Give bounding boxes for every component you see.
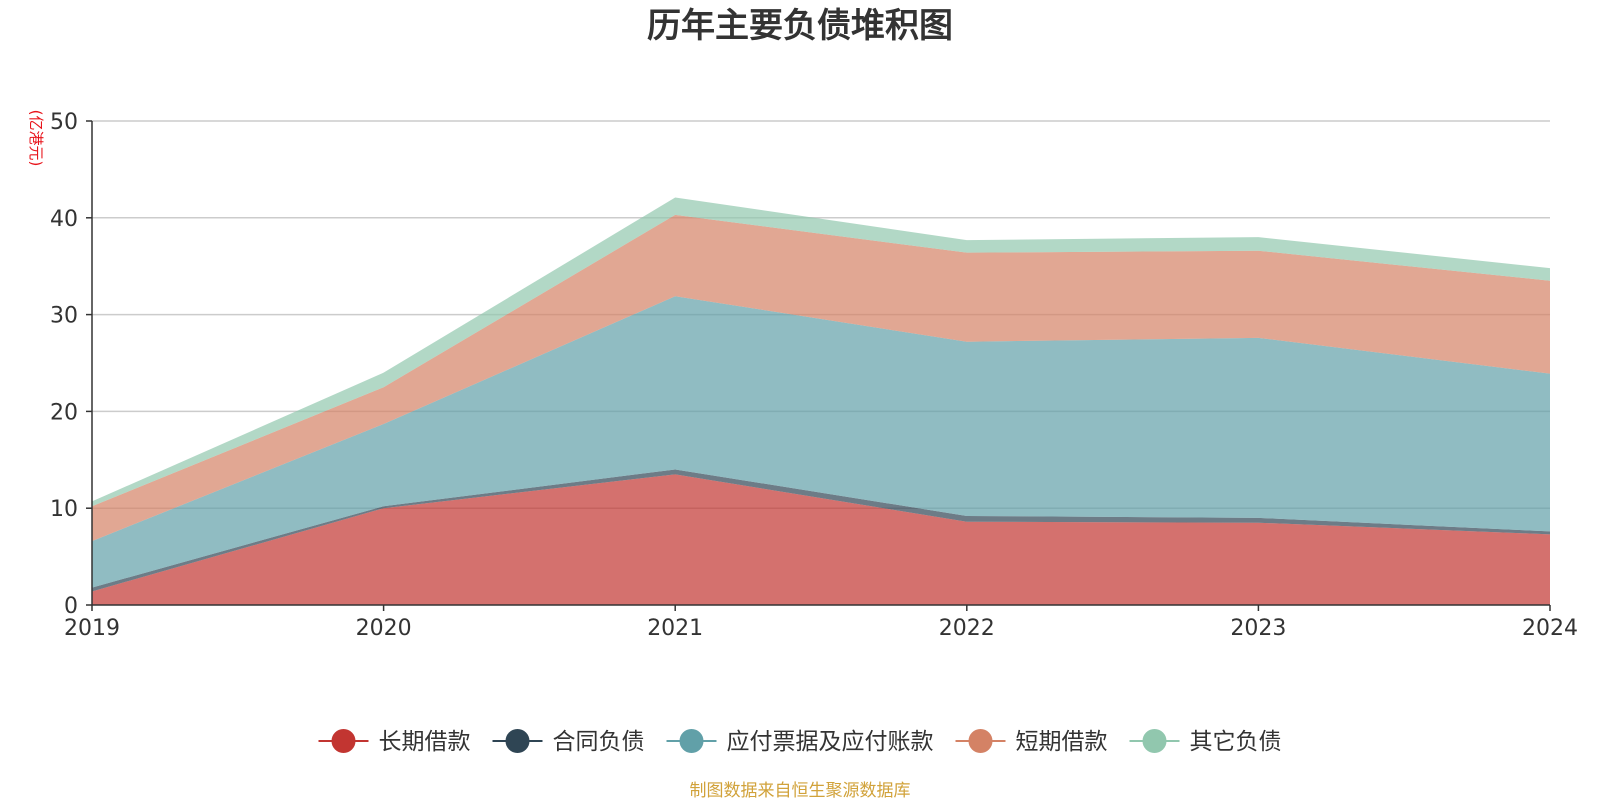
area-series-4[interactable] — [92, 214, 1550, 542]
legend-marker-icon — [1142, 729, 1167, 753]
y-tick-label: 40 — [50, 207, 78, 232]
legend-label: 应付票据及应付账款 — [727, 729, 934, 755]
y-tick-label: 0 — [64, 594, 78, 619]
y-tick-label: 20 — [50, 400, 78, 425]
legend-item-5[interactable]: 其它负债 — [1129, 729, 1282, 755]
area-series-3[interactable] — [92, 296, 1550, 588]
legend-marker-icon — [679, 729, 704, 753]
x-tick-label: 2020 — [356, 616, 412, 641]
legend-item-1[interactable]: 长期借款 — [318, 729, 471, 755]
x-tick-label: 2022 — [939, 616, 995, 641]
x-tick-label: 2019 — [64, 616, 120, 641]
legend-label: 长期借款 — [379, 729, 471, 755]
legend-label: 合同负债 — [553, 729, 645, 755]
chart-title: 历年主要负债堆积图 — [647, 6, 953, 46]
legend-marker-icon — [968, 729, 993, 753]
legend-item-2[interactable]: 合同负债 — [492, 729, 645, 755]
y-tick-label: 30 — [50, 304, 78, 329]
axes: 0 10 20 30 40 50 2019 2020 2021 2022 2023 2024 — [50, 110, 1578, 641]
legend[interactable]: 长期借款 合同负债 应付票据及应付账款 短期借款 其它负债 — [318, 729, 1282, 755]
legend-item-3[interactable]: 应付票据及应付账款 — [666, 729, 934, 755]
legend-item-4[interactable]: 短期借款 — [955, 729, 1108, 755]
area-series-1[interactable] — [92, 474, 1550, 605]
area-series-group — [92, 197, 1550, 605]
x-tick-label: 2024 — [1522, 616, 1578, 641]
area-series-2[interactable] — [92, 469, 1550, 592]
y-tick-label: 10 — [50, 497, 78, 522]
x-tick-label: 2021 — [647, 616, 703, 641]
source-note: 制图数据来自恒生聚源数据库 — [690, 781, 911, 800]
x-tick-label: 2023 — [1230, 616, 1286, 641]
legend-marker-icon — [505, 729, 530, 753]
legend-label: 其它负债 — [1190, 729, 1282, 755]
legend-marker-icon — [331, 729, 356, 753]
y-tick-label: 50 — [50, 110, 78, 135]
y-axis-unit-label: (亿港元) — [27, 110, 45, 167]
legend-label: 短期借款 — [1016, 729, 1108, 755]
